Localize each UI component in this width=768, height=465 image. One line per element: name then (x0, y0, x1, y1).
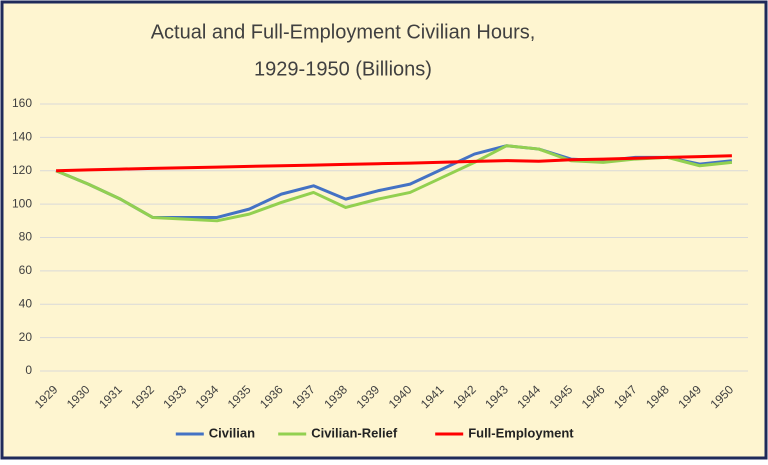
legend-label: Full-Employment (468, 425, 574, 440)
y-tick-label: 60 (19, 263, 33, 277)
chart-title: Actual and Full-Employment Civilian Hour… (151, 21, 536, 43)
y-tick-label: 40 (19, 296, 33, 310)
chart-title: 1929-1950 (Billions) (254, 58, 432, 80)
y-tick-label: 120 (12, 163, 32, 177)
y-tick-label: 140 (12, 130, 32, 144)
y-tick-label: 100 (12, 196, 32, 210)
y-tick-label: 20 (19, 330, 33, 344)
legend-label: Civilian-Relief (311, 425, 398, 440)
series-line (56, 154, 732, 173)
series-line (55, 144, 733, 223)
y-tick-label: 80 (19, 230, 33, 244)
y-tick-label: 0 (25, 363, 32, 377)
y-tick-label: 160 (12, 96, 32, 110)
legend-label: Civilian (209, 425, 255, 440)
